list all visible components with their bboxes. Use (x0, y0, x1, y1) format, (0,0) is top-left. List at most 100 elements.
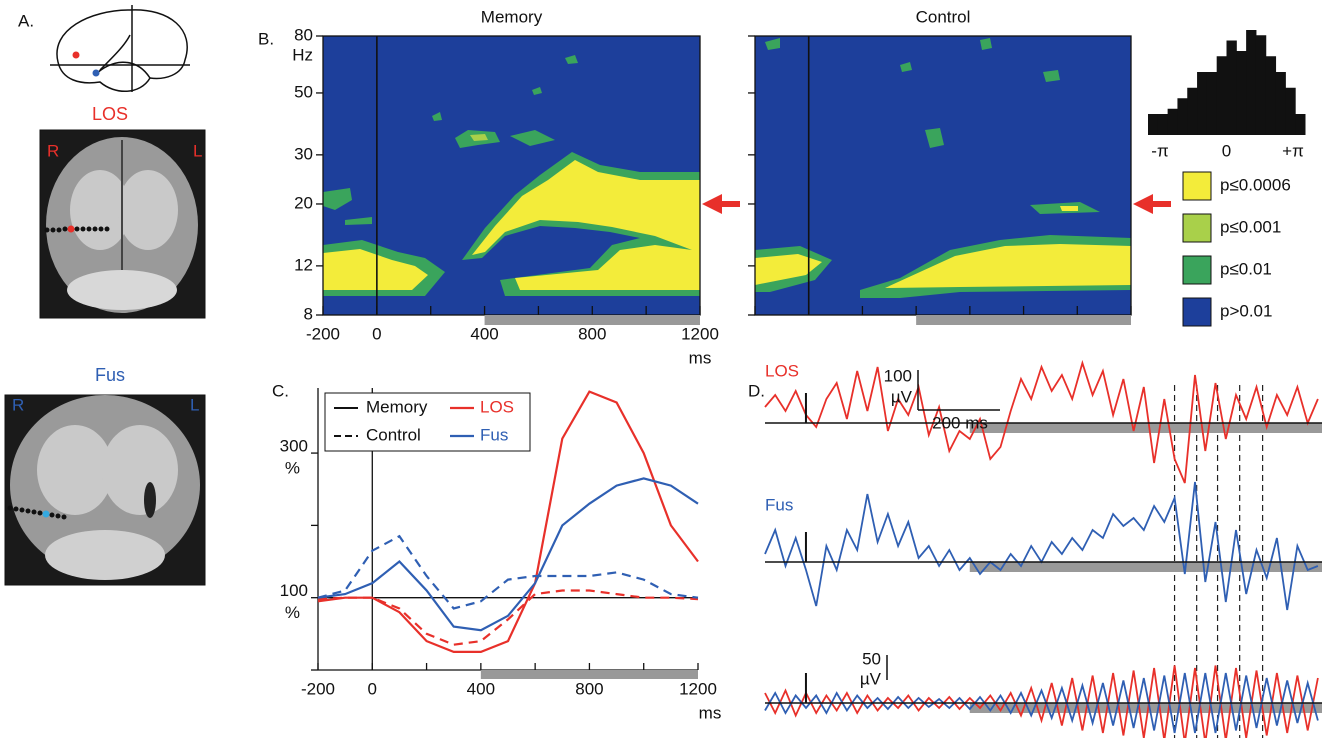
trace (764, 672, 1319, 734)
arrow-marker (1133, 193, 1171, 214)
task-interval (969, 562, 1322, 572)
y-tick-label: 100 (280, 581, 308, 600)
significance-region (1060, 206, 1078, 211)
y-axis-unit: % (285, 459, 300, 478)
scale-label: µV (891, 387, 913, 406)
panel-title: Control (916, 7, 971, 26)
y-tick-label: 50 (294, 82, 313, 101)
significance-region (765, 38, 780, 50)
significance-region (323, 188, 352, 210)
legend-label: Memory (366, 397, 428, 416)
line-series (317, 589, 699, 646)
significance-region (900, 62, 912, 72)
histogram-bar (1216, 56, 1227, 135)
histogram-bar (1187, 87, 1198, 135)
histogram-bar (1226, 40, 1237, 135)
significance-region (565, 55, 578, 64)
significance-region (755, 254, 822, 285)
x-tick-label: 1200 (681, 324, 719, 343)
trace (764, 665, 1319, 738)
histogram-bar (1236, 51, 1247, 135)
task-interval (480, 670, 698, 679)
line-series (317, 477, 699, 632)
x-tick-label: 1200 (679, 679, 717, 698)
brain-diagram (50, 5, 190, 93)
mri-image (39, 129, 206, 319)
histogram-bar (1265, 56, 1277, 135)
heatmap (323, 36, 700, 315)
region-label: LOS (92, 104, 128, 124)
significance-region (925, 128, 944, 148)
x-axis-unit: ms (699, 703, 722, 722)
plots: Memory 8 12 20 30 50 80 -200 0 400 800 1200 Hz ms Cont… (280, 7, 1322, 738)
x-tick-label: 400 (467, 679, 495, 698)
histogram-bar (1206, 72, 1218, 135)
significance-region (345, 217, 372, 225)
histogram-bar (1197, 72, 1208, 135)
scale-label: 50 (862, 649, 881, 668)
significance-region (532, 87, 542, 95)
histogram-bar (1246, 30, 1257, 135)
legend-box (324, 392, 531, 452)
trace-label: Fus (765, 495, 793, 514)
y-axis-unit: Hz (292, 45, 313, 64)
panel-label: C. (272, 381, 289, 400)
panel-label: B. (258, 29, 274, 48)
line-series (317, 534, 699, 610)
x-tick-label: +π (1282, 141, 1304, 160)
y-tick-label: 300 (280, 437, 308, 456)
histogram-bar (1275, 72, 1286, 135)
legend-label: LOS (480, 397, 514, 416)
legend-swatch (1182, 171, 1212, 201)
significance-region (980, 38, 992, 50)
y-tick-label: 30 (294, 144, 313, 163)
side-label: R (12, 395, 24, 414)
panel-label: D. (748, 381, 765, 400)
significance-region (885, 244, 1131, 288)
scale-label: µV (860, 669, 882, 688)
histogram-bar (1148, 114, 1159, 135)
panel-title: Memory (481, 7, 543, 26)
trace-label: LOS (765, 361, 799, 380)
x-axis-unit: ms (689, 348, 712, 367)
legend-swatch (1182, 255, 1212, 285)
significance-region (432, 112, 442, 121)
electrode-dot (92, 69, 100, 77)
trace (764, 359, 1319, 484)
task-interval (484, 315, 700, 325)
histogram-bar (1157, 114, 1169, 135)
legend-label: p≤0.001 (1220, 217, 1281, 236)
histogram-bar (1295, 114, 1306, 135)
significance-region (472, 160, 700, 290)
legend-swatch (1182, 297, 1212, 327)
y-tick-label: 12 (294, 255, 313, 274)
x-tick-label: 800 (575, 679, 603, 698)
heatmap (755, 36, 1131, 315)
x-tick-label: 0 (1222, 141, 1231, 160)
legend-label: p>0.01 (1220, 301, 1272, 320)
x-tick-label: 400 (470, 324, 498, 343)
significance-region (323, 249, 428, 290)
trace (764, 481, 1319, 611)
histogram-bar (1255, 35, 1267, 135)
side-label: R (47, 141, 59, 160)
significance-region (510, 130, 555, 146)
histogram-bar (1285, 87, 1296, 135)
arrow-marker (702, 193, 740, 214)
legend-swatch (1182, 213, 1212, 243)
y-tick-label: 20 (294, 193, 313, 212)
y-tick-label: 8 (304, 304, 313, 323)
legend-label: p≤0.0006 (1220, 175, 1291, 194)
side-label: L (190, 395, 199, 414)
significance-region (470, 134, 488, 141)
task-interval (916, 315, 1131, 325)
x-tick-label: 0 (372, 324, 381, 343)
scale-label: 200 ms (932, 413, 988, 432)
x-tick-label: -200 (306, 324, 340, 343)
x-tick-label: 800 (578, 324, 606, 343)
mri-image (4, 394, 206, 586)
line-series (317, 390, 699, 653)
legend-label: p≤0.01 (1220, 259, 1272, 278)
x-tick-label: 0 (368, 679, 377, 698)
